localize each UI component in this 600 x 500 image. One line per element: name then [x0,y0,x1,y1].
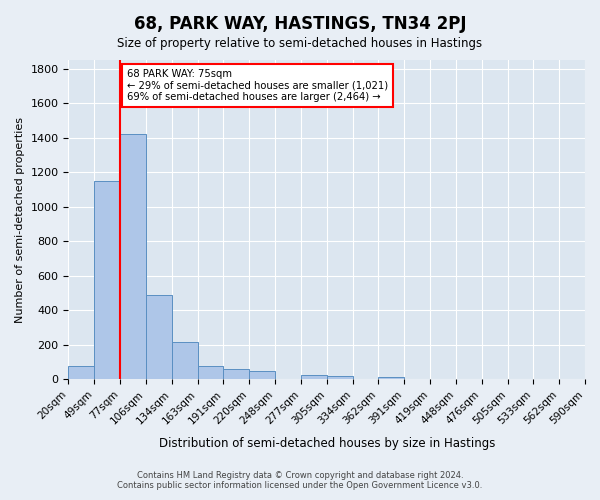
Text: Contains HM Land Registry data © Crown copyright and database right 2024.
Contai: Contains HM Land Registry data © Crown c… [118,470,482,490]
Bar [94,181,120,380]
Text: 68, PARK WAY, HASTINGS, TN34 2PJ: 68, PARK WAY, HASTINGS, TN34 2PJ [134,15,466,33]
Bar [120,134,146,380]
Bar [249,370,275,380]
Bar [172,342,197,380]
Text: 68 PARK WAY: 75sqm
← 29% of semi-detached houses are smaller (1,021)
69% of semi: 68 PARK WAY: 75sqm ← 29% of semi-detache… [127,68,388,102]
Bar [68,366,94,380]
Bar [301,375,327,380]
Bar [197,366,223,380]
Bar [223,369,249,380]
Bar [327,376,353,380]
Bar [379,376,404,380]
Text: Size of property relative to semi-detached houses in Hastings: Size of property relative to semi-detach… [118,38,482,51]
X-axis label: Distribution of semi-detached houses by size in Hastings: Distribution of semi-detached houses by … [158,437,495,450]
Y-axis label: Number of semi-detached properties: Number of semi-detached properties [15,116,25,322]
Bar [146,294,172,380]
